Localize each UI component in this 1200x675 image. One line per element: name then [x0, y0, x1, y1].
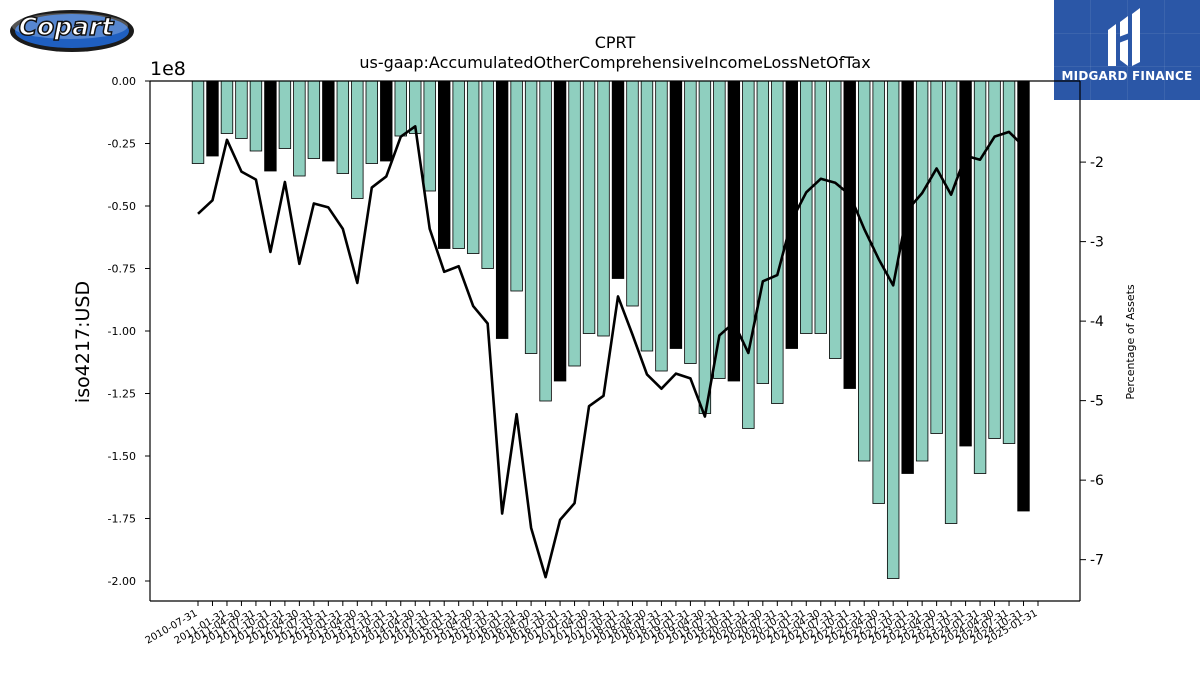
y-tick-label: -2.00 — [108, 575, 136, 588]
y2-ticks: -2 -3 -4 -5 -6 -7 — [1080, 155, 1104, 569]
bar-2020-04-30 — [756, 80, 770, 384]
bar-2012-10-31 — [322, 80, 335, 162]
y2-tick-label: -5 — [1090, 394, 1104, 410]
copart-logo: Copart — [4, 4, 136, 54]
y-axis-offset-label: 1e8 — [150, 58, 186, 80]
bar-2011-01-31 — [220, 80, 234, 134]
y2-tick-label: -3 — [1090, 235, 1104, 251]
line-series — [197, 125, 1025, 579]
bar-2014-10-31 — [438, 80, 451, 249]
bar-2015-10-31 — [495, 80, 509, 339]
bar-2017-01-31 — [568, 80, 581, 367]
bar-2023-04-30 — [930, 80, 943, 434]
y-tick-label: 0.00 — [112, 75, 137, 88]
bar-2019-04-30 — [698, 80, 712, 414]
bar-2023-10-31 — [959, 80, 972, 447]
chart-subtitle: us-gaap:AccumulatedOtherComprehensiveInc… — [359, 53, 870, 72]
percentage-of-assets-line — [197, 125, 1025, 579]
bar-2010-10-31 — [206, 80, 219, 157]
midgard-finance-name: MIDGARD FINANCE — [1061, 69, 1193, 83]
bar-2015-04-30 — [466, 80, 480, 254]
bar-2017-10-31 — [611, 80, 625, 279]
bar-2017-07-31 — [597, 80, 610, 337]
bar-2011-07-31 — [249, 80, 263, 152]
bar-2019-01-31 — [684, 80, 697, 364]
bar-2023-07-31 — [944, 80, 958, 524]
bar-2014-01-31 — [394, 80, 407, 137]
bar-2012-07-31 — [307, 80, 321, 159]
bar-2018-10-31 — [669, 80, 683, 349]
bar-2021-07-31 — [829, 80, 842, 359]
bar-2022-10-31 — [901, 80, 914, 474]
bar-2012-01-31 — [278, 80, 292, 149]
bar-2013-07-31 — [365, 80, 378, 164]
y-axis-label: iso4217:USD — [72, 281, 94, 403]
bar-2015-07-31 — [481, 80, 494, 269]
bar-2021-04-30 — [814, 80, 827, 334]
bar-series — [191, 80, 1030, 579]
x-ticks: 2010-07-312011-01-312011-04-302011-07-31… — [144, 601, 1040, 647]
bar-2013-04-30 — [351, 80, 364, 199]
bar-2021-10-31 — [843, 80, 856, 389]
y-tick-label: -1.00 — [108, 325, 136, 338]
bar-2023-01-31 — [915, 80, 929, 462]
y2-tick-label: -4 — [1090, 314, 1104, 330]
y2-tick-label: -7 — [1090, 553, 1104, 569]
bar-2016-01-31 — [510, 80, 523, 292]
y2-axis-label: Percentage of Assets — [1124, 284, 1137, 400]
bar-2020-01-31 — [742, 80, 755, 429]
bar-2011-10-31 — [264, 80, 277, 172]
bar-2016-10-31 — [553, 80, 567, 382]
bar-2018-07-31 — [655, 80, 668, 372]
midgard-mark-icon — [1108, 8, 1140, 66]
bar-2012-04-30 — [293, 80, 306, 177]
bar-2016-04-30 — [524, 80, 538, 354]
y-tick-label: -1.50 — [108, 450, 136, 463]
bar-2010-07-31 — [191, 80, 205, 164]
bar-2014-07-31 — [423, 80, 436, 192]
bar-2018-04-30 — [640, 80, 654, 352]
y-tick-label: -0.75 — [108, 263, 136, 276]
bar-2016-07-31 — [539, 80, 552, 402]
bar-2024-01-31 — [973, 80, 987, 474]
midgard-finance-logo: MIDGARD FINANCE — [1054, 0, 1200, 100]
bar-2019-10-31 — [727, 80, 741, 382]
y2-tick-label: -2 — [1090, 155, 1104, 171]
bar-2018-01-31 — [626, 80, 639, 307]
y-tick-label: -0.50 — [108, 200, 136, 213]
bar-2021-01-31 — [800, 80, 813, 334]
bar-2013-01-31 — [336, 80, 350, 174]
bar-2013-10-31 — [380, 80, 393, 162]
y-ticks: 0.00 -0.25 -0.50 -0.75 -1.00 -1.25 -1.50 -1.75 -… — [108, 75, 150, 588]
bar-2022-01-31 — [858, 80, 871, 462]
y-tick-label: -0.25 — [108, 138, 136, 151]
axes — [149, 80, 1081, 602]
y2-tick-label: -6 — [1090, 473, 1104, 489]
bar-2011-04-30 — [235, 80, 248, 139]
bar-2020-07-31 — [771, 80, 784, 404]
y-tick-label: -1.75 — [108, 513, 136, 526]
y-tick-label: -1.25 — [108, 388, 136, 401]
copart-logo-text: Copart — [19, 12, 115, 41]
chart-title: CPRT — [595, 33, 636, 52]
bar-2022-04-30 — [872, 80, 885, 504]
bar-2022-07-31 — [886, 80, 900, 579]
bar-2015-01-31 — [452, 80, 465, 249]
bar-2017-04-30 — [582, 80, 596, 334]
